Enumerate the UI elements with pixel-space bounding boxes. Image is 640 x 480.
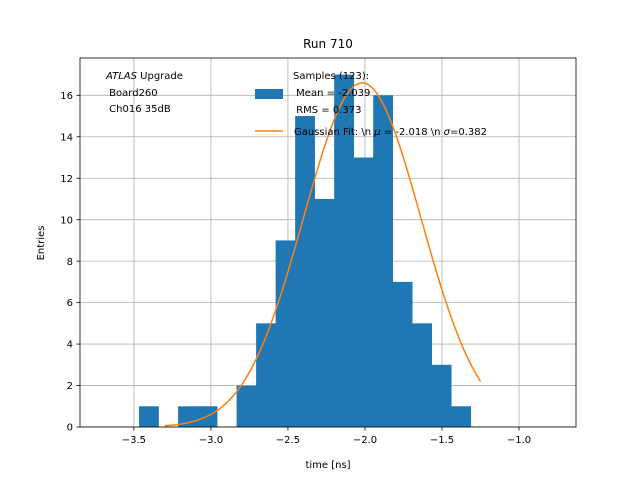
y-tick-label: 4	[67, 340, 73, 351]
annotation-line-1: ATLAS Upgrade	[105, 71, 183, 82]
x-axis-ticks: −3.5 −3.0 −2.5 −2.0 −1.5 −1.0	[122, 427, 531, 446]
gaussian-fit	[164, 82, 482, 427]
histogram-bar	[139, 406, 159, 427]
x-tick-label: −2.5	[276, 435, 300, 446]
histogram-bar	[236, 385, 257, 427]
histogram-bar	[334, 74, 354, 428]
legend-fit-prefix: Gaussian Fit: \n	[294, 127, 374, 138]
histogram-bar	[373, 95, 393, 427]
y-tick-label: 8	[67, 257, 73, 268]
y-tick-label: 14	[60, 132, 73, 143]
legend-fit-mu: μ	[373, 127, 380, 138]
y-axis-label: Entries	[36, 226, 47, 261]
legend-hist-swatch	[255, 89, 283, 99]
histogram-bar	[392, 281, 413, 427]
annotation-upgrade: Upgrade	[137, 71, 183, 82]
histogram-bar	[314, 198, 335, 427]
annotation-atlas: ATLAS	[105, 71, 138, 82]
y-tick-label: 10	[60, 215, 73, 226]
histogram-bar	[451, 406, 472, 427]
x-tick-label: −3.5	[122, 435, 146, 446]
histogram-bar	[353, 157, 374, 427]
y-tick-label: 0	[67, 423, 73, 434]
y-tick-label: 6	[67, 298, 73, 309]
histogram-bar	[275, 240, 296, 427]
y-tick-label: 16	[60, 91, 73, 102]
histogram-bar	[256, 323, 276, 427]
y-tick-label: 2	[67, 381, 73, 392]
chart-title: Run 710	[303, 37, 353, 51]
plot-frame	[79, 57, 577, 428]
legend-fit-label: Gaussian Fit: \n μ = -2.018 \n σ=0.382	[294, 127, 487, 138]
legend-hist-line-3: RMS = 0.373	[293, 105, 361, 116]
legend-hist-line-2: Mean = -2.039	[293, 88, 370, 99]
legend-fit-sigma: σ	[444, 127, 451, 138]
legend-hist-line-1: Samples (123):	[293, 71, 369, 82]
legend: Samples (123): Mean = -2.039 RMS = 0.373…	[255, 71, 487, 138]
atlas-annotation: ATLAS Upgrade Board260 Ch016 35dB	[105, 71, 183, 115]
histogram-bar	[431, 364, 452, 427]
gaussian-fit-curve	[164, 82, 482, 427]
x-tick-label: −1.0	[507, 435, 531, 446]
x-tick-label: −2.0	[353, 435, 377, 446]
legend-fit-suffix: =0.382	[450, 127, 487, 138]
x-tick-label: −1.5	[430, 435, 454, 446]
y-tick-label: 12	[60, 174, 73, 185]
histogram-bar	[412, 323, 433, 427]
x-axis-label: time [ns]	[305, 460, 350, 471]
x-tick-label: −3.0	[199, 435, 223, 446]
annotation-line-2: Board260	[106, 88, 158, 99]
histogram-bar	[295, 116, 315, 427]
annotation-line-3: Ch016 35dB	[106, 104, 171, 115]
legend-fit-middle: = -2.018 \n	[381, 127, 444, 138]
y-axis-ticks: 0 2 4 6 8 10 12 14 16	[60, 91, 80, 434]
